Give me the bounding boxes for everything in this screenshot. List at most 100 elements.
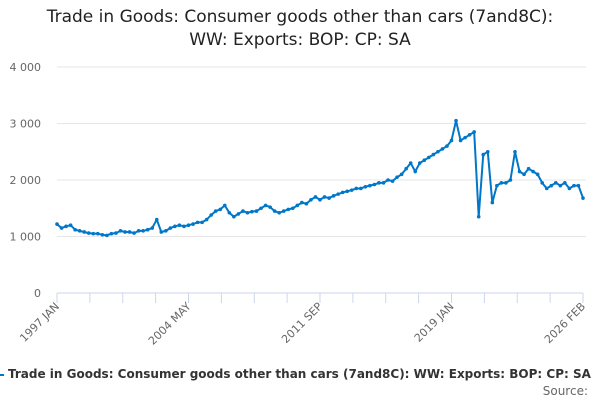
legend-swatch	[0, 373, 4, 376]
data-point	[490, 200, 495, 205]
data-point	[445, 144, 449, 148]
data-point	[250, 209, 254, 214]
data-point	[427, 155, 431, 160]
data-point	[508, 178, 513, 182]
y-tick-label: 3 000	[10, 118, 42, 131]
data-point	[458, 138, 463, 143]
x-tick-label: 2019 JAN	[412, 300, 457, 345]
data-point	[300, 200, 304, 205]
data-point	[327, 196, 331, 200]
y-tick-label: 4 000	[10, 61, 42, 74]
chart-title-line2: WW: Exports: BOP: CP: SA	[189, 30, 411, 50]
data-point	[467, 133, 472, 137]
data-point	[331, 194, 336, 198]
data-point	[227, 210, 232, 215]
data-point	[164, 229, 168, 233]
data-point	[213, 209, 218, 213]
data-point	[340, 190, 345, 195]
data-point	[127, 230, 132, 234]
data-point	[304, 201, 309, 206]
data-point	[567, 186, 572, 191]
data-point	[395, 175, 399, 179]
data-point	[417, 161, 422, 165]
data-point	[408, 161, 413, 165]
data-point	[191, 222, 195, 226]
data-point	[77, 229, 82, 233]
data-point	[309, 197, 313, 202]
data-point	[431, 152, 436, 157]
data-point	[232, 214, 236, 219]
data-point	[386, 178, 390, 182]
data-point	[182, 224, 186, 229]
data-point	[141, 229, 145, 233]
data-point	[454, 118, 458, 123]
data-point	[268, 205, 272, 209]
data-point	[277, 210, 281, 215]
data-point	[236, 212, 241, 216]
data-point	[372, 182, 377, 187]
data-point	[572, 183, 576, 188]
data-point	[517, 169, 522, 174]
data-point	[381, 181, 386, 185]
data-point	[218, 207, 223, 212]
data-point	[368, 183, 372, 188]
data-point	[241, 209, 245, 213]
data-point	[55, 222, 59, 226]
data-point	[485, 149, 490, 154]
data-point	[345, 189, 350, 194]
data-point	[154, 217, 159, 222]
data-point	[254, 209, 259, 213]
data-point	[82, 230, 87, 234]
data-point	[399, 172, 404, 177]
data-point	[481, 152, 486, 157]
data-point	[209, 213, 213, 217]
data-point	[91, 231, 96, 236]
data-point	[359, 186, 363, 191]
legend-item[interactable]: Trade in Goods: Consumer goods other tha…	[0, 367, 591, 381]
data-point	[59, 226, 64, 230]
data-point	[159, 230, 164, 234]
x-tick-label: 2004 MAY	[146, 300, 194, 348]
data-point	[422, 158, 427, 163]
data-point	[195, 220, 200, 225]
data-point	[123, 230, 127, 234]
data-point	[177, 223, 182, 227]
data-point	[222, 203, 227, 208]
chart-title: Trade in Goods: Consumer goods other tha…	[0, 6, 600, 52]
data-point	[476, 214, 481, 219]
data-point	[463, 135, 467, 140]
source-label: Source:	[542, 384, 588, 398]
y-tick-label: 1 000	[10, 231, 42, 244]
data-point	[499, 181, 504, 185]
data-point	[259, 206, 263, 211]
data-point	[186, 223, 191, 227]
data-point	[413, 169, 418, 174]
data-point	[68, 223, 73, 227]
data-point	[558, 183, 563, 188]
data-point	[363, 184, 368, 189]
data-point	[168, 226, 173, 230]
data-point	[336, 192, 340, 196]
x-tick-label: 2011 SEP	[279, 300, 325, 346]
data-point	[290, 206, 295, 211]
legend-label: Trade in Goods: Consumer goods other tha…	[8, 367, 591, 381]
data-point	[64, 224, 68, 229]
data-point	[200, 220, 204, 225]
data-point	[114, 231, 118, 235]
data-point	[449, 138, 454, 143]
data-point	[390, 179, 395, 183]
x-tick-label: 1997 JAN	[17, 300, 62, 345]
data-point	[173, 224, 177, 229]
data-point	[96, 231, 100, 236]
data-point	[377, 181, 381, 185]
data-point	[553, 181, 558, 185]
data-point	[440, 147, 445, 151]
data-point	[105, 233, 109, 238]
data-point	[263, 203, 268, 208]
chart-title-line1: Trade in Goods: Consumer goods other tha…	[46, 7, 554, 27]
data-point	[145, 227, 150, 232]
data-point	[472, 130, 476, 134]
data-point	[576, 183, 581, 188]
data-point	[495, 183, 499, 188]
